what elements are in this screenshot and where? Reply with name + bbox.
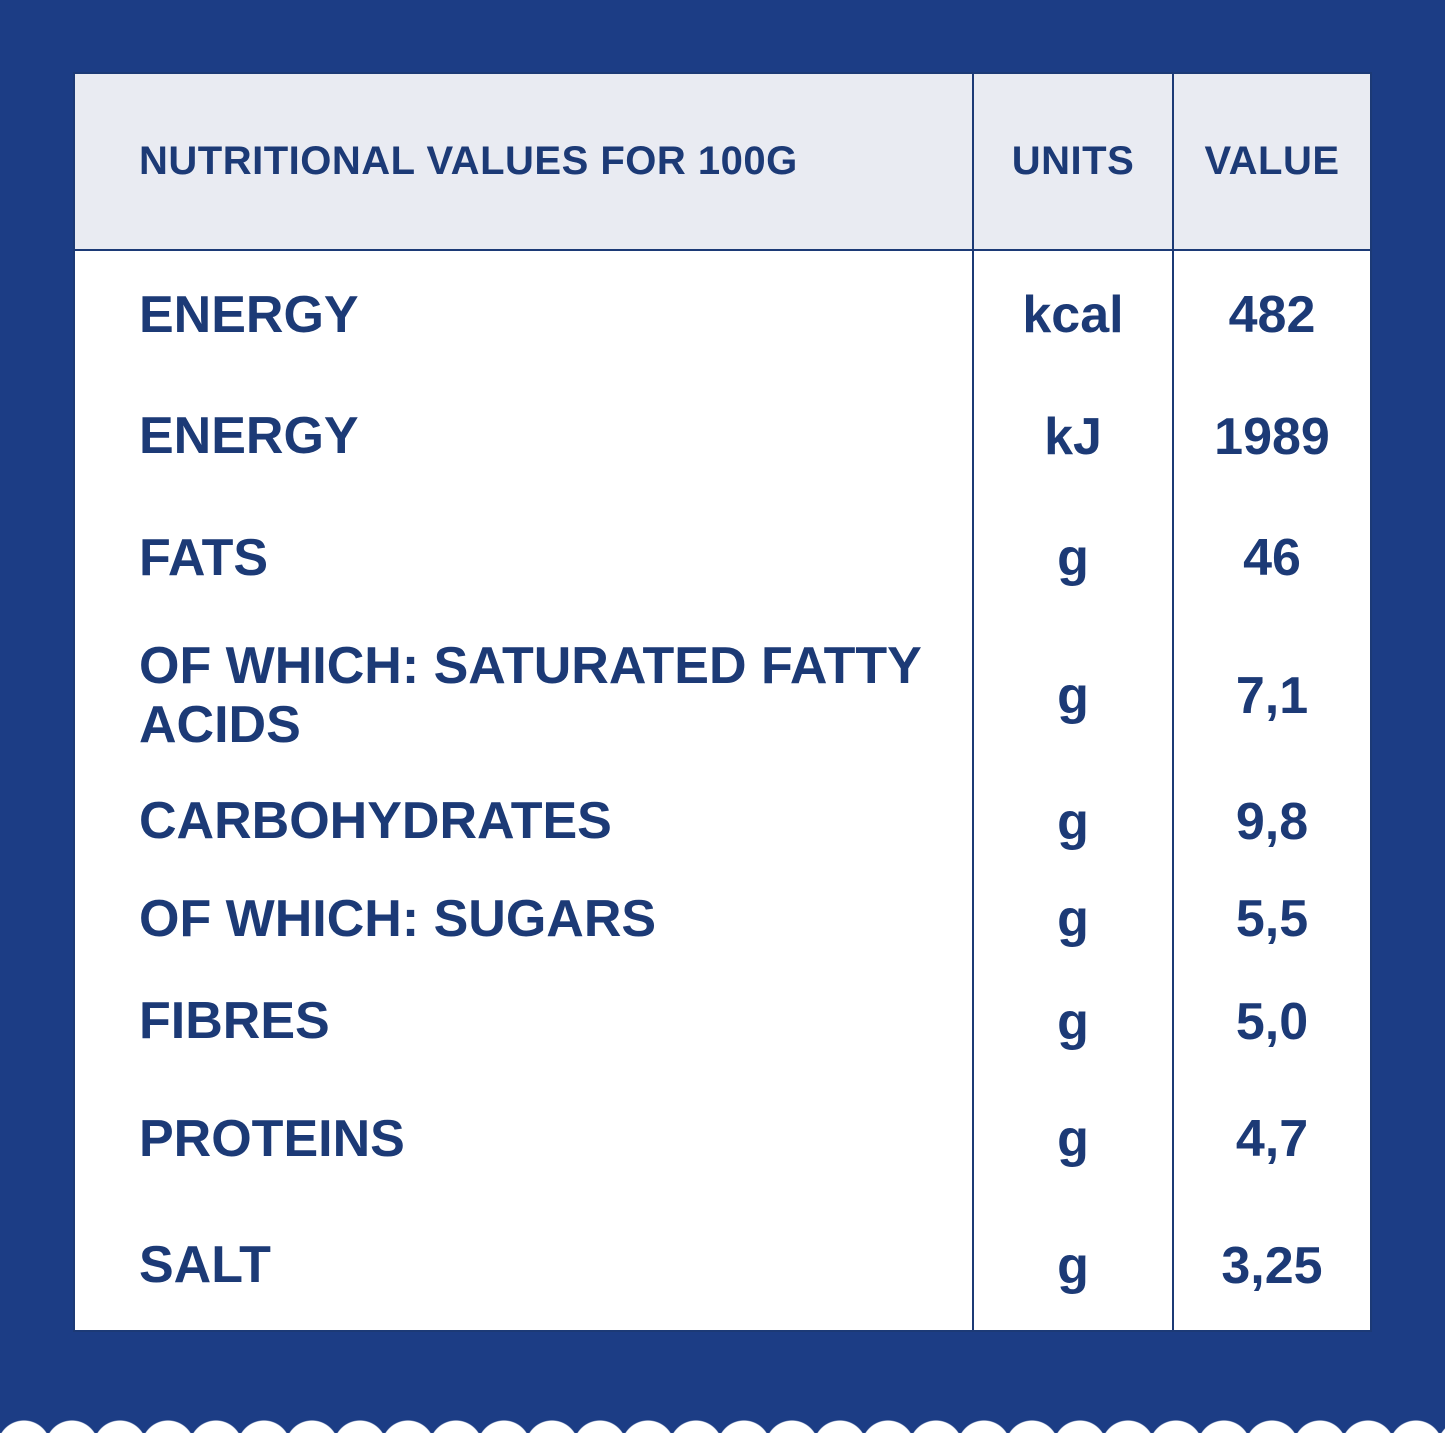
row-unit: g (1057, 666, 1089, 725)
row-value: 3,25 (1221, 1236, 1323, 1295)
row-value: 5,5 (1235, 890, 1309, 948)
row-unit: g (1057, 792, 1089, 851)
table-body: ENERGY kcal 482 ENERGY kJ 1989 FATS g 46… (75, 251, 1370, 1332)
units-column-header: UNITS (1011, 139, 1135, 183)
row-unit: g (1057, 992, 1089, 1051)
header-label-cell: NUTRITIONAL VALUES FOR 100G (75, 74, 972, 249)
row-label: FATS (139, 528, 269, 587)
table-title: NUTRITIONAL VALUES FOR 100G (139, 139, 798, 183)
nutrition-table: NUTRITIONAL VALUES FOR 100G UNITS VALUE … (73, 72, 1372, 1332)
row-unit: g (1057, 529, 1089, 587)
table-row-fats: FATS g 46 (75, 494, 1370, 622)
row-label: SALT (139, 1236, 271, 1295)
table-row-carbohydrates: CARBOHYDRATES g 9,8 (75, 769, 1370, 874)
row-value: 7,1 (1235, 666, 1309, 725)
table-row-sugars: OF WHICH: SUGARS g 5,5 (75, 874, 1370, 964)
row-label: CARBOHYDRATES (139, 792, 612, 851)
value-column-header: VALUE (1204, 139, 1340, 183)
row-value: 4,7 (1235, 1110, 1309, 1168)
row-value: 1989 (1214, 407, 1330, 466)
table-row-fibres: FIBRES g 5,0 (75, 964, 1370, 1079)
row-label: ENERGY (139, 285, 359, 344)
row-value: 5,0 (1235, 992, 1309, 1051)
row-unit: g (1057, 1236, 1089, 1295)
table-header-row: NUTRITIONAL VALUES FOR 100G UNITS VALUE (75, 74, 1370, 251)
row-unit: g (1057, 890, 1089, 948)
header-units-cell: UNITS (972, 74, 1172, 249)
row-label: PROTEINS (139, 1109, 405, 1168)
row-value: 482 (1228, 286, 1316, 344)
row-label: OF WHICH: SUGARS (139, 889, 657, 948)
row-unit: kJ (1044, 407, 1102, 466)
table-row-energy-kcal: ENERGY kcal 482 (75, 251, 1370, 379)
row-unit: kcal (1022, 286, 1124, 344)
table-row-salt: SALT g 3,25 (75, 1199, 1370, 1332)
row-label: ENERGY (139, 407, 359, 466)
table-row-energy-kj: ENERGY kJ 1989 (75, 379, 1370, 494)
row-label: FIBRES (139, 992, 330, 1051)
scalloped-edge (0, 1400, 1445, 1445)
row-value: 9,8 (1235, 792, 1309, 851)
row-label: OF WHICH: SATURATED FATTY ACIDS (139, 637, 921, 754)
row-value: 46 (1243, 529, 1301, 587)
table-row-saturated-fatty-acids: OF WHICH: SATURATED FATTY ACIDS g 7,1 (75, 622, 1370, 769)
table-row-proteins: PROTEINS g 4,7 (75, 1079, 1370, 1199)
header-value-cell: VALUE (1172, 74, 1370, 249)
row-unit: g (1057, 1110, 1089, 1168)
